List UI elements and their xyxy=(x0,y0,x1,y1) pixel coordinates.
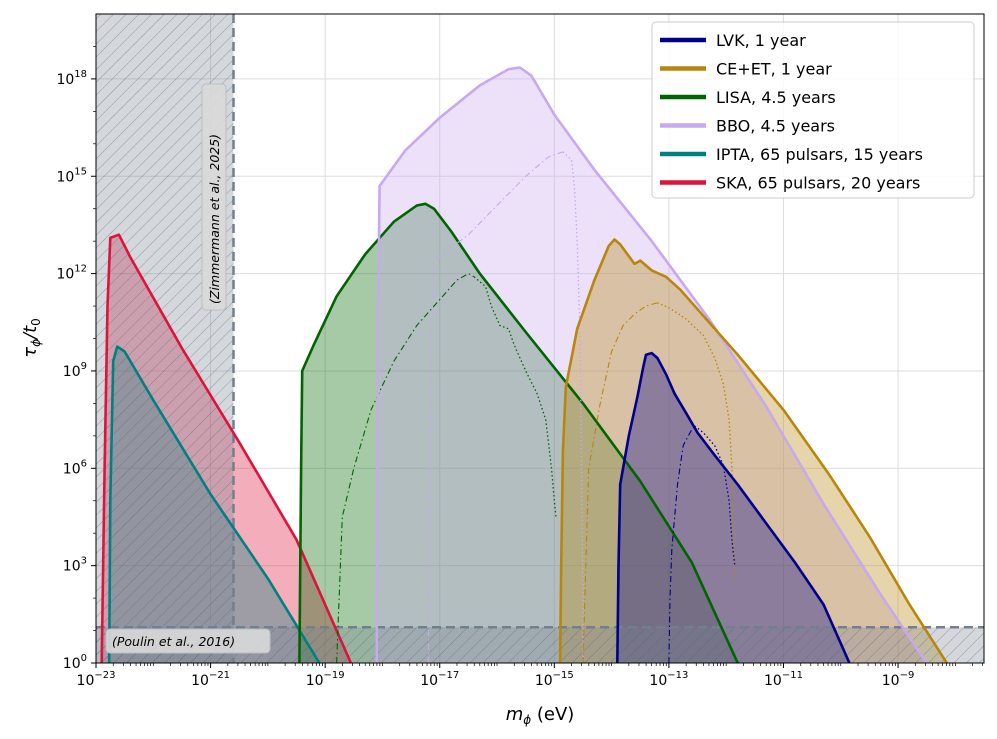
line-lisa xyxy=(298,202,739,663)
x-tick-label: 10−13 xyxy=(649,670,688,689)
x-tick-label: 10−9 xyxy=(882,670,915,689)
x-tick-exponent: −23 xyxy=(94,670,115,681)
x-tick-exponent: −9 xyxy=(900,670,915,681)
line-ce_et xyxy=(558,238,948,663)
x-tick-exponent: −15 xyxy=(553,670,574,681)
annotation-zimmermann: (Zimmermann et al., 2025) xyxy=(201,83,227,311)
line-ska xyxy=(100,233,353,663)
line-ipta xyxy=(107,345,321,663)
x-axis-label: mϕ (eV) xyxy=(506,704,575,727)
x-tick-base: 10 xyxy=(420,673,438,689)
line-bbo xyxy=(375,66,928,663)
legend-box xyxy=(651,21,975,199)
area-bbo xyxy=(376,67,927,663)
inner-dashdot-lvk xyxy=(668,425,696,663)
x-tick-exponent: −19 xyxy=(324,670,345,681)
y-tick-label: 100 xyxy=(63,653,87,672)
inner-dashdot-bbo xyxy=(427,151,564,663)
legend-label-ipta: IPTA, 65 pulsars, 15 years xyxy=(716,145,923,164)
annotation-zimmermann-label: (Zimmermann et al., 2025) xyxy=(207,134,222,304)
y-tick-base: 10 xyxy=(56,169,74,185)
x-tick-label: 10−21 xyxy=(191,670,230,689)
x-tick-exponent: −13 xyxy=(667,670,688,681)
x-tick-base: 10 xyxy=(535,673,553,689)
annotation-zimmermann-box xyxy=(201,83,227,311)
y-tick-base: 10 xyxy=(63,364,81,380)
x-tick-label: 10−11 xyxy=(764,670,803,689)
annotation-poulin-box xyxy=(105,628,271,654)
y-tick-label: 1018 xyxy=(56,69,87,88)
y-tick-label: 106 xyxy=(63,458,87,477)
inner-dotted-lvk xyxy=(694,425,736,566)
y-tick-label: 1015 xyxy=(56,166,87,185)
legend-label-ce_et: CE+ET, 1 year xyxy=(716,60,832,79)
y-axis-label: τϕ/t0 xyxy=(20,318,43,358)
inner-dashdot-lisa xyxy=(336,272,475,663)
y-tick-exponent: 18 xyxy=(74,69,87,80)
y-tick-exponent: 0 xyxy=(81,653,87,664)
area-lvk xyxy=(617,353,850,663)
annotation-poulin: (Poulin et al., 2016) xyxy=(105,628,271,654)
y-tick-exponent: 6 xyxy=(81,458,87,469)
x-axis-label-sub: ϕ xyxy=(523,713,531,727)
x-tick-label: 10−15 xyxy=(535,670,574,689)
y-axis-label-sub: ϕ xyxy=(29,339,43,347)
y-tick-base: 10 xyxy=(63,559,81,575)
x-tick-exponent: −21 xyxy=(209,670,230,681)
x-tick-base: 10 xyxy=(306,673,324,689)
y-tick-base: 10 xyxy=(63,461,81,477)
legend-label-ska: SKA, 65 pulsars, 20 years xyxy=(716,174,920,193)
x-tick-label: 10−23 xyxy=(77,670,116,689)
x-tick-label: 10−17 xyxy=(420,670,459,689)
y-tick-label: 109 xyxy=(63,361,87,380)
x-tick-base: 10 xyxy=(649,673,667,689)
y-axis-label-main: τ xyxy=(20,347,41,358)
area-ce_et xyxy=(560,239,947,663)
inner-dotted-bbo xyxy=(562,151,584,663)
x-tick-base: 10 xyxy=(764,673,782,689)
y-tick-exponent: 15 xyxy=(74,166,87,177)
x-tick-base: 10 xyxy=(882,673,900,689)
x-axis-label-main: m xyxy=(506,704,524,725)
y-tick-exponent: 3 xyxy=(81,556,87,567)
line-lvk xyxy=(616,351,851,663)
excluded-regions xyxy=(96,14,984,663)
legend: LVK, 1 year CE+ET, 1 year LISA, 4.5 years B… xyxy=(651,21,975,199)
y-tick-base: 10 xyxy=(56,267,74,283)
legend-label-lisa: LISA, 4.5 years xyxy=(716,88,836,107)
area-lisa xyxy=(299,203,738,663)
y-axis-label-tail: /t xyxy=(20,325,41,341)
y-tick-label: 1012 xyxy=(56,264,87,283)
legend-label-bbo: BBO, 4.5 years xyxy=(716,117,835,136)
x-tick-label: 10−19 xyxy=(306,670,345,689)
y-tick-exponent: 12 xyxy=(74,264,87,275)
inner-dashdot-ce_et xyxy=(582,302,658,663)
axis-ticks: 10−23 10−21 10−19 10−17 10−15 10−13 10−11 10−91… xyxy=(56,46,984,689)
y-axis-label-sub2: 0 xyxy=(29,318,43,326)
x-tick-base: 10 xyxy=(77,673,95,689)
legend-label-lvk: LVK, 1 year xyxy=(716,31,806,50)
x-tick-exponent: −17 xyxy=(438,670,459,681)
annotation-poulin-label: (Poulin et al., 2016) xyxy=(112,634,235,649)
y-tick-exponent: 9 xyxy=(81,361,87,372)
series-lines xyxy=(100,66,948,663)
x-axis-label-unit: (eV) xyxy=(531,704,574,725)
y-tick-label: 103 xyxy=(63,556,87,575)
inner-dotted-lisa xyxy=(473,276,557,518)
y-tick-base: 10 xyxy=(56,72,74,88)
x-tick-base: 10 xyxy=(191,673,209,689)
y-tick-base: 10 xyxy=(63,656,81,672)
x-tick-exponent: −11 xyxy=(782,670,803,681)
